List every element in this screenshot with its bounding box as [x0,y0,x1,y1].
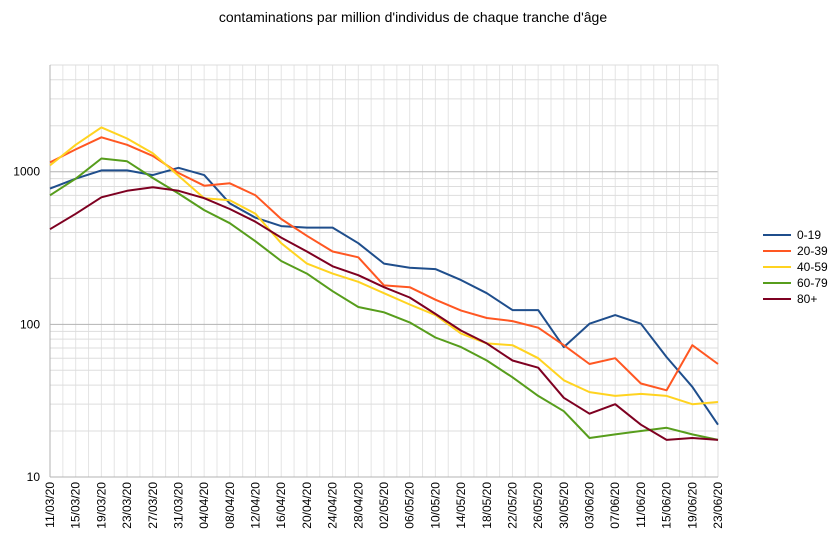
x-tick-label: 30/05/20 [557,482,571,529]
x-tick-label: 23/03/20 [120,482,134,529]
x-tick-label: 08/04/20 [223,482,237,529]
x-tick-label: 15/06/20 [660,482,674,529]
x-tick-label: 20/04/20 [300,482,314,529]
x-tick-label: 19/03/20 [94,482,108,529]
series-line-80+ [49,186,719,441]
x-tick-label: 14/05/20 [454,482,468,529]
y-tick-label: 100 [20,317,40,331]
x-tick-label: 28/04/20 [351,482,365,529]
x-tick-label: 07/06/20 [608,482,622,529]
x-tick-label: 23/06/20 [711,482,725,529]
grid-lines [49,64,719,478]
x-tick-label: 12/04/20 [249,482,263,529]
x-tick-label: 16/04/20 [274,482,288,529]
axes [49,65,719,478]
y-tick-labels: 10 100 1000 [13,165,40,484]
x-tick-label: 03/06/20 [583,482,597,529]
x-tick-label: 06/05/20 [403,482,417,529]
x-tick-labels: 11/03/20 15/03/20 19/03/20 23/03/20 27/03/20… [43,482,725,529]
x-tick-label: 26/05/20 [531,482,545,529]
x-tick-label: 11/06/20 [634,482,648,528]
x-tick-label: 24/04/20 [326,482,340,529]
legend-label: 20-39 [797,244,828,258]
legend-label: 80+ [797,292,817,306]
x-tick-label: 22/05/20 [505,482,519,529]
x-tick-label: 31/03/20 [171,482,185,529]
y-tick-label: 1000 [13,165,40,179]
series-line-40-59 [49,126,719,406]
x-tick-label: 04/04/20 [197,482,211,529]
series-line-60-79 [49,157,719,441]
x-tick-label: 18/05/20 [480,482,494,529]
x-tick-label: 19/06/20 [685,482,699,529]
x-tick-label: 10/05/20 [428,482,442,529]
x-tick-label: 27/03/20 [146,482,160,529]
legend-label: 40-59 [797,260,828,274]
x-tick-label: 02/05/20 [377,482,391,529]
series-line-0-19 [49,166,719,426]
y-tick-label: 10 [27,470,41,484]
legend-label: 60-79 [797,276,828,290]
series-lines [49,126,719,441]
chart-title: contaminations par million d'individus d… [219,9,607,25]
x-tick-label: 11/03/20 [43,482,57,528]
legend-label: 0-19 [797,228,821,242]
x-tick-label: 15/03/20 [69,482,83,529]
legend: 0-19 20-39 40-59 60-79 80+ [763,228,828,306]
